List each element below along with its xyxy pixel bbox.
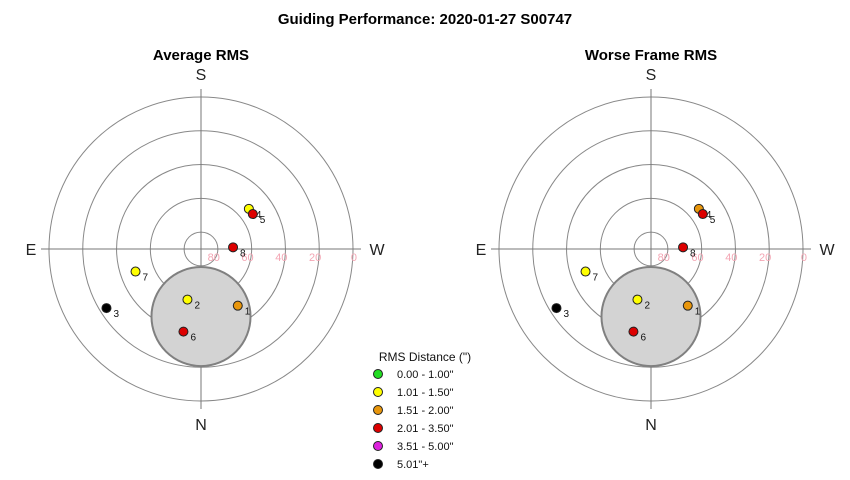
guide-point-label-2: 2 [644,301,650,312]
legend-swatch [373,405,383,415]
chart-title-worse-frame-rms: Worse Frame RMS [585,47,717,64]
guide-point-label-1: 1 [695,307,701,318]
guide-point-3 [101,303,112,314]
legend-entry-label: 0.00 - 1.00" [397,369,454,381]
guide-point-1 [682,300,693,311]
guide-point-label-8: 8 [690,248,696,259]
guide-point-8 [228,242,239,253]
ring-tick-label: 20 [309,252,321,264]
guide-point-label-7: 7 [593,273,599,284]
guide-point-8 [678,242,689,253]
guide-point-label-8: 8 [240,248,246,259]
ring-tick-label: 0 [801,252,807,264]
rms-distance-legend: RMS Distance (") 0.00 - 1.00" 1.01 - 1.50… [373,350,471,471]
guide-point-label-4: 4 [706,210,712,221]
legend-entry-label: 1.01 - 1.50" [397,387,454,399]
guide-point-5 [247,209,258,220]
ring-tick-label: 80 [208,252,220,264]
guide-point-label-5: 5 [710,215,716,226]
guide-point-label-6: 6 [640,333,646,344]
direction-label-north: N [195,417,207,434]
guide-point-3 [551,303,562,314]
legend-entry-label: 2.01 - 3.50" [397,423,454,435]
direction-label-east: E [476,242,487,259]
legend-title: RMS Distance (") [379,350,471,364]
guide-point-label-1: 1 [245,307,251,318]
obstruction-disc [600,266,702,368]
ring-tick-label: 40 [275,252,287,264]
direction-label-west: W [369,242,385,259]
legend-swatch [373,459,383,469]
direction-label-north: N [645,417,657,434]
direction-label-west: W [819,242,835,259]
ring-tick-label: 20 [759,252,771,264]
guide-point-2 [632,294,643,305]
ring-tick-label: 0 [351,252,357,264]
guide-point-7 [580,266,591,277]
chart-title-average-rms: Average RMS [153,47,249,64]
ring-tick-label: 60 [241,252,253,264]
guide-point-label-2: 2 [194,301,200,312]
legend-entry-label: 3.51 - 5.00" [397,441,454,453]
guide-point-label-4: 4 [256,210,262,221]
guide-point-6 [628,326,639,337]
guide-point-label-5: 5 [260,215,266,226]
guide-point-label-7: 7 [143,273,149,284]
legend-entry-label: 1.51 - 2.00" [397,405,454,417]
obstruction-disc [150,266,252,368]
legend-entry-label: 5.01"+ [397,459,429,471]
legend-swatch [373,441,383,451]
legend-swatch [373,423,383,433]
figure-title: Guiding Performance: 2020-01-27 S00747 [278,11,572,28]
direction-label-south: S [196,67,207,84]
legend-swatch [373,387,383,397]
average-rms-polar-chart: Average RMS 80 60 40 20 0 S N E W 1 2 3 45 6 7 8 [26,47,386,434]
ring-tick-label: 80 [658,252,670,264]
ring-tick-label: 60 [691,252,703,264]
guide-point-label-3: 3 [563,309,569,320]
guide-point-6 [178,326,189,337]
guide-point-label-3: 3 [113,309,119,320]
guide-point-1 [232,300,243,311]
legend-swatch [373,369,383,379]
guide-point-7 [130,266,141,277]
guide-point-label-6: 6 [190,333,196,344]
direction-label-south: S [646,67,657,84]
guide-point-5 [697,209,708,220]
direction-label-east: E [26,242,37,259]
guide-point-2 [182,294,193,305]
ring-tick-label: 40 [725,252,737,264]
worse-frame-rms-polar-chart: Worse Frame RMS 80 60 40 20 0 S N E W 1 2 3 45 6 7 8 [476,47,836,434]
